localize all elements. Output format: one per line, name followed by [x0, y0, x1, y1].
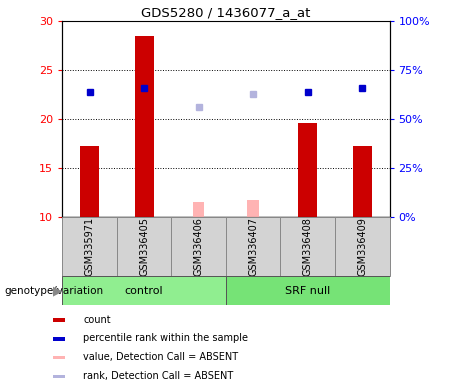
Bar [80, 146, 99, 217]
Bar [353, 146, 372, 217]
Text: GSM336408: GSM336408 [303, 217, 313, 276]
Text: control: control [125, 286, 163, 296]
Text: GSM336409: GSM336409 [357, 217, 367, 276]
Text: SRF null: SRF null [285, 286, 331, 296]
Bar [53, 356, 65, 359]
Bar [135, 36, 154, 217]
Text: count: count [83, 314, 111, 324]
Text: GSM336407: GSM336407 [248, 217, 258, 276]
Text: GSM336405: GSM336405 [139, 217, 149, 276]
Text: value, Detection Call = ABSENT: value, Detection Call = ABSENT [83, 352, 238, 362]
Bar [117, 217, 171, 276]
Bar [193, 202, 204, 217]
Bar [226, 276, 390, 305]
Text: GSM336406: GSM336406 [194, 217, 204, 276]
Bar [298, 123, 317, 217]
Text: genotype/variation: genotype/variation [5, 286, 104, 296]
Text: GSM335971: GSM335971 [84, 217, 95, 276]
Bar [171, 217, 226, 276]
Bar [53, 318, 65, 322]
Bar [248, 200, 259, 217]
Title: GDS5280 / 1436077_a_at: GDS5280 / 1436077_a_at [141, 5, 311, 18]
Text: rank, Detection Call = ABSENT: rank, Detection Call = ABSENT [83, 371, 234, 381]
Text: ▶: ▶ [53, 285, 63, 297]
Bar [62, 217, 117, 276]
Bar [53, 337, 65, 341]
Bar [62, 276, 226, 305]
Bar [53, 375, 65, 378]
Bar [335, 217, 390, 276]
Bar [280, 217, 335, 276]
Bar [226, 217, 280, 276]
Text: percentile rank within the sample: percentile rank within the sample [83, 333, 248, 343]
